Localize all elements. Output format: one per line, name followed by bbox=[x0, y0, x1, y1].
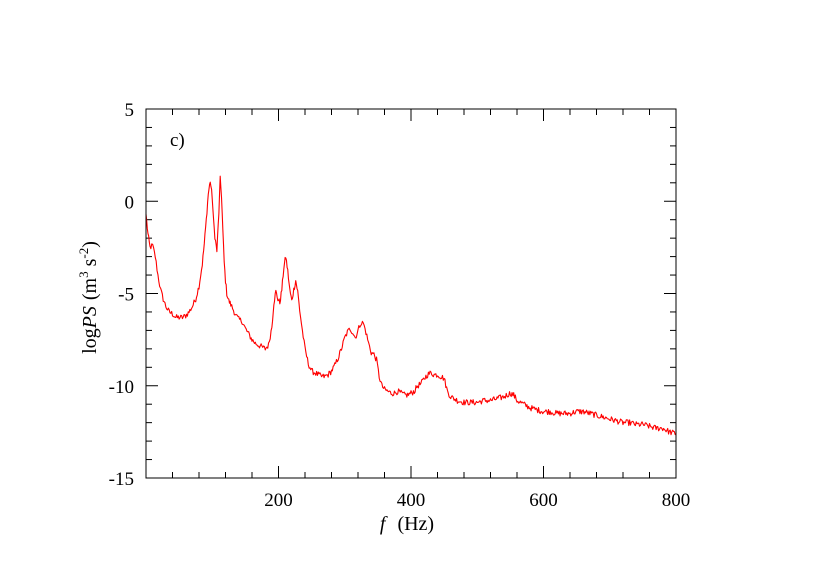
y-axis-prefix: log bbox=[79, 328, 101, 354]
y-axis-unit-exp1: 3 bbox=[76, 271, 91, 278]
y-axis-title: logPS (m3 s-2) bbox=[76, 241, 101, 354]
x-axis-unit: (Hz) bbox=[397, 513, 434, 535]
y-tick-label: -5 bbox=[118, 285, 134, 306]
axis-ticks bbox=[146, 109, 676, 478]
y-tick-label: 0 bbox=[125, 192, 135, 213]
y-tick-label: 5 bbox=[125, 100, 135, 121]
series-layer bbox=[145, 175, 677, 436]
x-tick-label: 400 bbox=[397, 490, 426, 511]
panel-label: c) bbox=[170, 130, 185, 151]
x-tick-label: 600 bbox=[529, 490, 558, 511]
y-axis-unit-mid: s bbox=[79, 258, 101, 271]
y-axis-symbol: PS bbox=[79, 306, 101, 329]
y-axis-unit-close: ) bbox=[79, 241, 101, 248]
tick-labels: 200 400 600 800 -15 -10 -5 0 5 bbox=[109, 100, 691, 511]
x-axis-title: f (Hz) bbox=[380, 513, 434, 535]
plot-frame bbox=[145, 108, 677, 479]
y-axis-unit-open: (m bbox=[79, 277, 101, 300]
y-axis-unit-exp2: -2 bbox=[76, 248, 91, 259]
x-tick-label: 800 bbox=[662, 490, 691, 511]
x-axis-symbol: f bbox=[380, 513, 388, 535]
series-line bbox=[145, 175, 677, 436]
y-tick-label: -15 bbox=[109, 469, 134, 490]
y-tick-label: -10 bbox=[109, 377, 134, 398]
x-tick-label: 200 bbox=[264, 490, 293, 511]
